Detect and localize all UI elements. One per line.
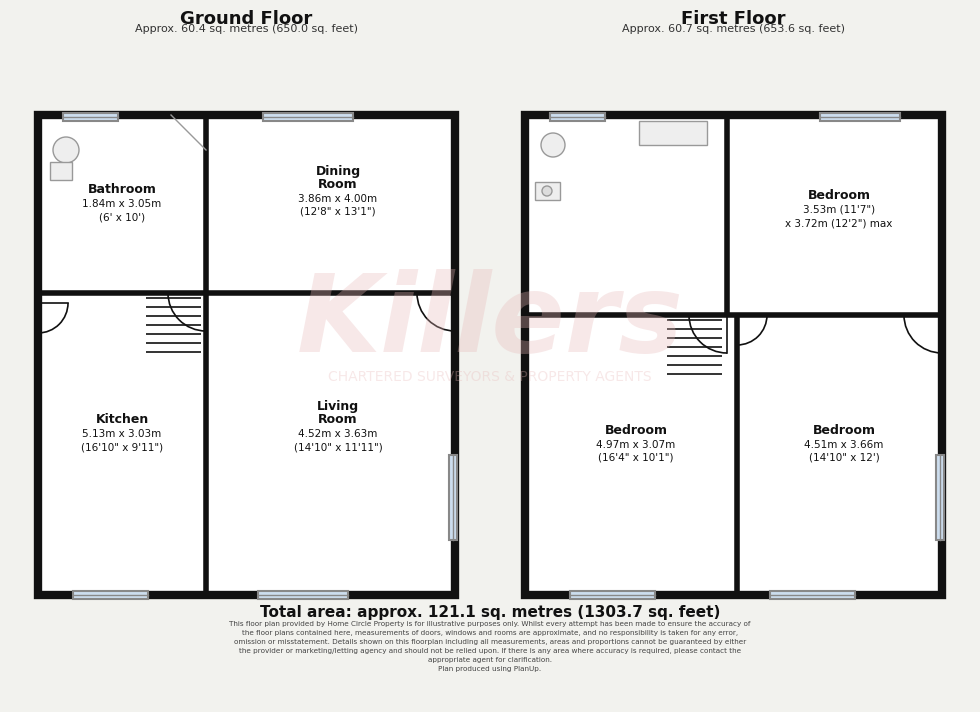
Bar [639, 121, 707, 145]
Text: Plan produced using PlanUp.: Plan produced using PlanUp. [438, 666, 542, 672]
Text: Ground Floor: Ground Floor [180, 10, 313, 28]
Text: Bedroom: Bedroom [605, 424, 667, 437]
Text: Approx. 60.7 sq. metres (653.6 sq. feet): Approx. 60.7 sq. metres (653.6 sq. feet) [622, 24, 845, 34]
Bar [50, 162, 72, 180]
Text: the floor plans contained here, measurements of doors, windows and rooms are app: the floor plans contained here, measurem… [242, 630, 738, 636]
Text: omission or misstatement. Details shown on this floorplan including all measurem: omission or misstatement. Details shown … [234, 639, 746, 645]
Text: (16'4" x 10'1"): (16'4" x 10'1") [598, 453, 674, 463]
Text: Approx. 60.4 sq. metres (650.0 sq. feet): Approx. 60.4 sq. metres (650.0 sq. feet) [135, 24, 358, 34]
Bar [449, 455, 457, 540]
Text: 3.53m (11'7"): 3.53m (11'7") [803, 205, 875, 215]
Bar [525, 115, 942, 595]
Text: (16'10" x 9'11"): (16'10" x 9'11") [81, 442, 163, 452]
Text: Living: Living [317, 400, 359, 413]
Text: (6' x 10'): (6' x 10') [99, 212, 145, 222]
Text: appropriate agent for clarification.: appropriate agent for clarification. [428, 657, 552, 663]
Text: 4.52m x 3.63m: 4.52m x 3.63m [298, 429, 377, 439]
Text: Dining: Dining [316, 165, 361, 178]
Text: (14'10" x 12'): (14'10" x 12') [808, 453, 879, 463]
Text: 5.13m x 3.03m: 5.13m x 3.03m [82, 429, 162, 439]
Text: Bedroom: Bedroom [812, 424, 875, 437]
Text: Kitchen: Kitchen [95, 413, 149, 426]
Text: 4.51m x 3.66m: 4.51m x 3.66m [805, 440, 884, 450]
Bar [820, 113, 900, 121]
Text: 4.97m x 3.07m: 4.97m x 3.07m [597, 440, 675, 450]
Text: (14'10" x 11'11"): (14'10" x 11'11") [294, 442, 382, 452]
Text: Room: Room [318, 413, 358, 426]
Text: the provider or marketing/letting agency and should not be relied upon. If there: the provider or marketing/letting agency… [239, 648, 741, 654]
Circle shape [53, 137, 79, 163]
Text: (12'8" x 13'1"): (12'8" x 13'1") [300, 207, 375, 217]
Text: Bathroom: Bathroom [87, 183, 157, 196]
Text: Bedroom: Bedroom [808, 189, 870, 202]
Text: Killers: Killers [297, 269, 683, 375]
Bar [936, 455, 944, 540]
Bar [770, 591, 855, 599]
Text: First Floor: First Floor [681, 10, 786, 28]
Text: Room: Room [318, 178, 358, 191]
Bar [73, 591, 148, 599]
Text: 1.84m x 3.05m: 1.84m x 3.05m [82, 199, 162, 209]
Text: Total area: approx. 121.1 sq. metres (1303.7 sq. feet): Total area: approx. 121.1 sq. metres (13… [260, 605, 720, 620]
Circle shape [541, 133, 565, 157]
Bar [535, 182, 560, 200]
Text: CHARTERED SURVEYORS & PROPERTY AGENTS: CHARTERED SURVEYORS & PROPERTY AGENTS [328, 370, 652, 384]
Bar [263, 113, 353, 121]
Text: x 3.72m (12'2") max: x 3.72m (12'2") max [785, 218, 893, 228]
Text: This floor plan provided by Home Circle Property is for illustrative purposes on: This floor plan provided by Home Circle … [229, 621, 751, 627]
Bar [38, 115, 455, 595]
Bar [258, 591, 348, 599]
Circle shape [542, 186, 552, 196]
Bar [550, 113, 605, 121]
Bar [570, 591, 655, 599]
Text: 3.86m x 4.00m: 3.86m x 4.00m [299, 194, 377, 204]
Bar [63, 113, 118, 121]
